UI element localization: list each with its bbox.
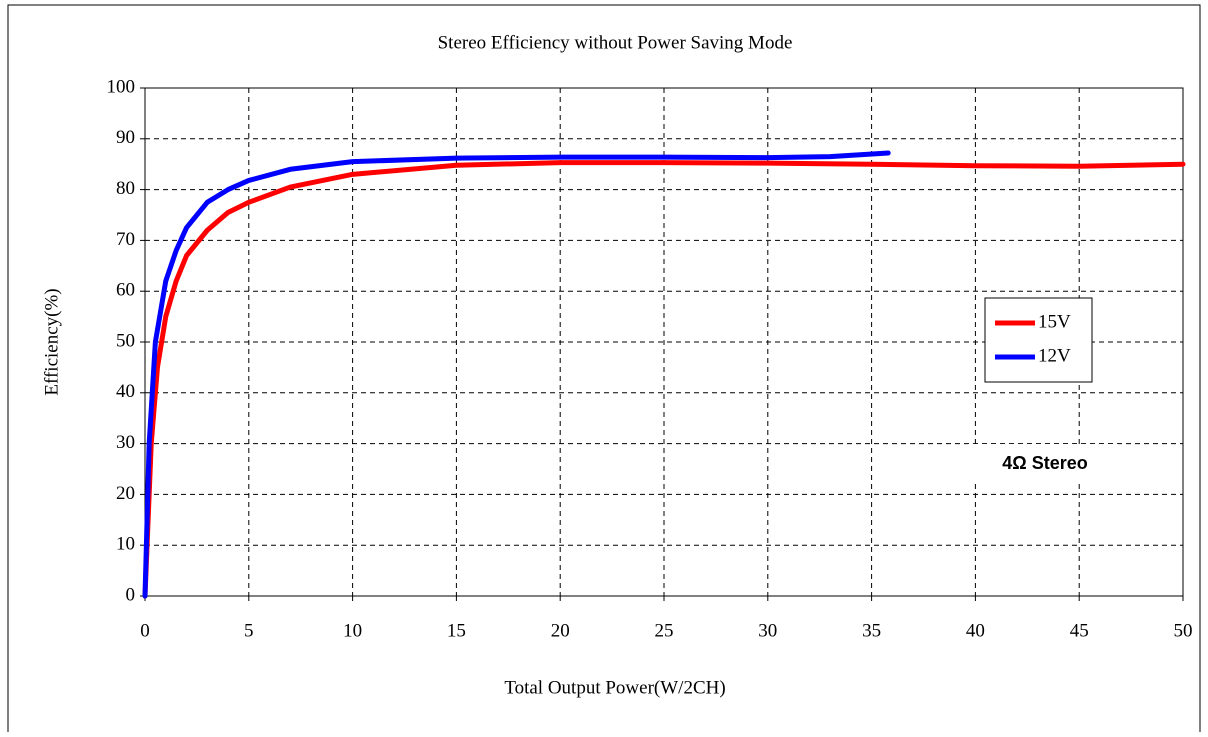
- y-tick-label: 40: [116, 381, 135, 402]
- y-tick-label: 50: [116, 330, 135, 351]
- y-tick-label: 90: [116, 127, 135, 148]
- chart-title: Stereo Efficiency without Power Saving M…: [438, 32, 793, 53]
- x-tick-label: 30: [758, 620, 777, 641]
- y-tick-label: 80: [116, 178, 135, 199]
- x-axis-label: Total Output Power(W/2CH): [504, 677, 725, 698]
- legend-box: [984, 297, 1093, 383]
- x-tick-label: 5: [244, 620, 254, 641]
- y-tick-label: 10: [116, 534, 135, 555]
- y-tick-label: 100: [107, 76, 136, 97]
- x-tick-label: 50: [1174, 620, 1193, 641]
- x-tick-label: 45: [1070, 620, 1089, 641]
- x-tick-label: 0: [140, 620, 150, 641]
- annotation: 4Ω Stereo: [1002, 453, 1087, 473]
- y-tick-label: 30: [116, 432, 135, 453]
- y-tick-label: 20: [116, 483, 135, 504]
- y-axis-label: Efficiency(%): [41, 288, 62, 395]
- y-tick-label: 0: [126, 584, 136, 605]
- y-tick-label: 70: [116, 229, 135, 250]
- legend-label: 15V: [1038, 311, 1071, 332]
- frame: [7, 4, 1201, 737]
- y-tick-label: 60: [116, 280, 135, 301]
- x-tick-label: 35: [862, 620, 881, 641]
- x-tick-label: 10: [343, 620, 362, 641]
- series-line: [142, 160, 1186, 599]
- x-tick-label: 25: [655, 620, 674, 641]
- x-tick-label: 20: [551, 620, 570, 641]
- x-tick-label: 15: [447, 620, 466, 641]
- legend-label: 12V: [1038, 345, 1071, 366]
- series-line: [142, 150, 891, 599]
- annotation-bg: [968, 444, 1118, 484]
- x-tick-label: 40: [966, 620, 985, 641]
